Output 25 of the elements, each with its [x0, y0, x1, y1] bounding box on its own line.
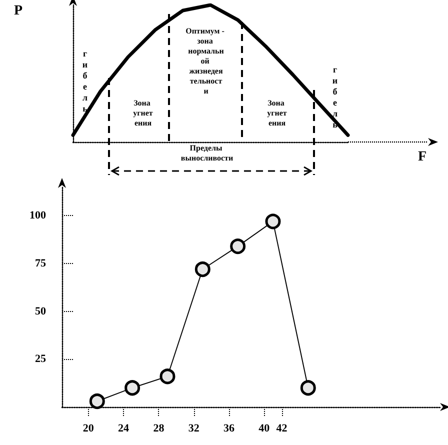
y-tick-label: 50 — [35, 305, 46, 318]
point — [124, 380, 140, 396]
point — [265, 214, 281, 230]
x-tick-label: 28 — [153, 422, 165, 434]
x-tick-label: 42 — [276, 422, 288, 434]
x-tick-label: 36 — [224, 422, 236, 434]
text: Пределы выносливости — [180, 144, 234, 162]
point — [160, 368, 176, 384]
y-axis-title: P — [14, 4, 23, 18]
annotation: гибель — [332, 64, 338, 130]
x-tick-label: 32 — [188, 422, 200, 434]
x-tick-label: 24 — [118, 422, 130, 434]
x-tick-label: 20 — [82, 422, 94, 434]
point — [194, 262, 210, 278]
y-tick-label: 25 — [35, 353, 46, 366]
annotation: Зона угнетения — [267, 98, 287, 128]
point — [89, 394, 105, 410]
y-tick-label: 75 — [35, 258, 46, 270]
annotation: Зона угнетения — [133, 98, 153, 128]
annotation: Оптимум - зона нормальной жизнедеятельности — [186, 26, 226, 96]
point — [230, 238, 246, 254]
x-tick-label: 40 — [258, 422, 270, 434]
x-axis-title: F — [418, 150, 427, 164]
y-tick-label: 100 — [30, 210, 46, 222]
point — [300, 380, 316, 396]
